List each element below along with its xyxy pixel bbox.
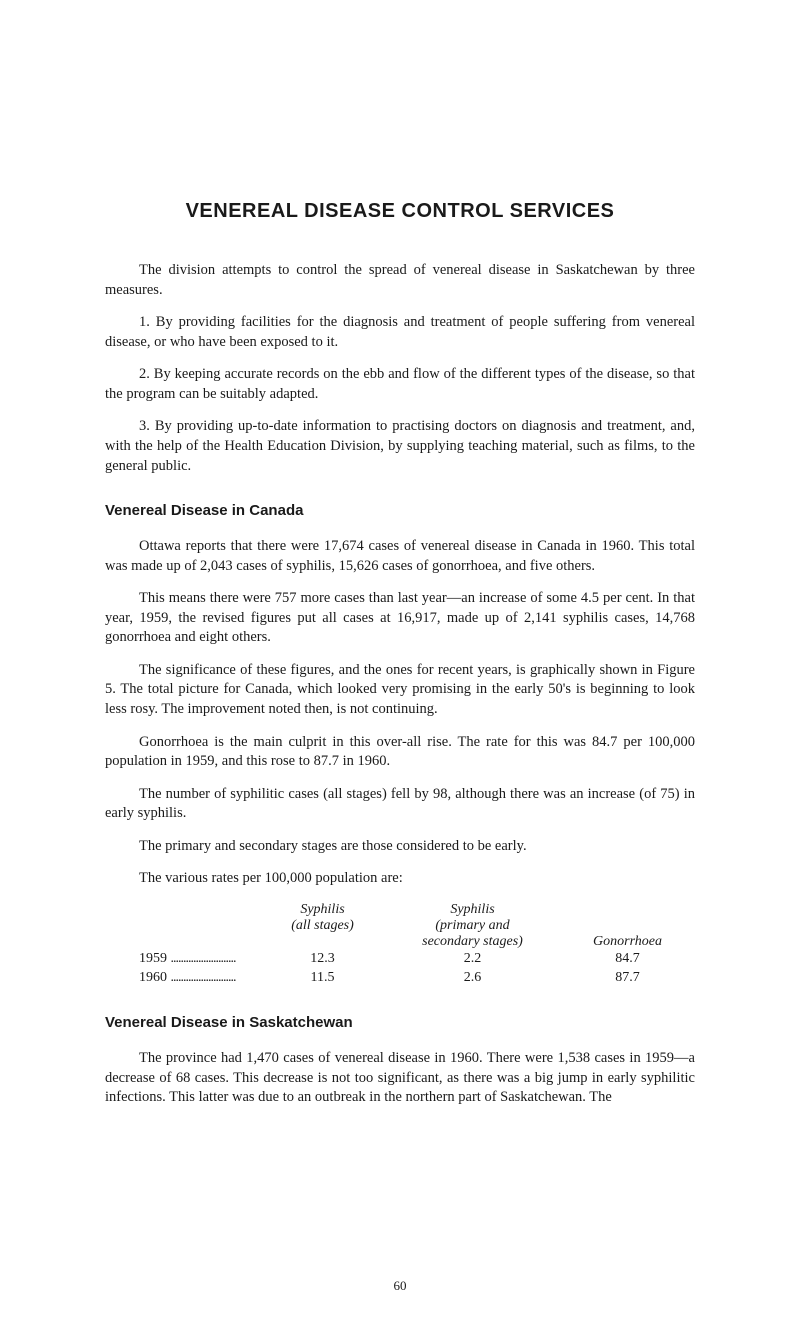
cell-prim-1960: 2.6 [385,969,560,988]
header-prim-line1: Syphilis [385,902,560,918]
header-syph-line2: (all stages) [260,918,385,934]
table-header-syphilis: Syphilis (all stages) [260,902,385,950]
cell-year: 1959 .......................... [105,950,260,969]
cell-prim-1959: 2.2 [385,950,560,969]
table-header-year [105,902,260,950]
intro-p4: 3. By providing up-to-date information t… [105,417,695,476]
intro-p2: 1. By providing facilities for the diagn… [105,313,695,352]
year-1960: 1960 [139,970,167,985]
rates-table: Syphilis (all stages) Syphilis (primary … [105,902,695,988]
cell-syph-1959: 12.3 [260,950,385,969]
cell-year: 1960 .......................... [105,969,260,988]
dots-icon: .......................... [171,951,236,966]
page-number: 60 [0,1278,800,1294]
canada-p3: The significance of these figures, and t… [105,661,695,720]
table-row: 1959 .......................... 12.3 2.2… [105,950,695,969]
intro-p3: 2. By keeping accurate records on the eb… [105,365,695,404]
header-syph-line1: Syphilis [260,902,385,918]
heading-canada: Venereal Disease in Canada [105,502,695,519]
canada-p7: The various rates per 100,000 population… [105,869,695,889]
year-1959: 1959 [139,951,167,966]
table-header-primary: Syphilis (primary and secondary stages) [385,902,560,950]
canada-p4: Gonorrhoea is the main culprit in this o… [105,733,695,772]
cell-gon-1960: 87.7 [560,969,695,988]
sask-p1: The province had 1,470 cases of venereal… [105,1049,695,1108]
header-gon-line1: Gonorrhoea [593,934,662,950]
canada-p5: The number of syphilitic cases (all stag… [105,785,695,824]
canada-p6: The primary and secondary stages are tho… [105,837,695,857]
dots-icon: .......................... [171,970,236,985]
table-header-gonorrhoea: Gonorrhoea [560,902,695,950]
header-prim-line2: (primary and [385,918,560,934]
cell-syph-1960: 11.5 [260,969,385,988]
header-prim-line3: secondary stages) [385,934,560,950]
page-title: VENEREAL DISEASE CONTROL SERVICES [105,200,695,223]
table-header-row: Syphilis (all stages) Syphilis (primary … [105,902,695,950]
table-row: 1960 .......................... 11.5 2.6… [105,969,695,988]
canada-p1: Ottawa reports that there were 17,674 ca… [105,537,695,576]
canada-p2: This means there were 757 more cases tha… [105,589,695,648]
heading-saskatchewan: Venereal Disease in Saskatchewan [105,1014,695,1031]
cell-gon-1959: 84.7 [560,950,695,969]
intro-p1: The division attempts to control the spr… [105,261,695,300]
